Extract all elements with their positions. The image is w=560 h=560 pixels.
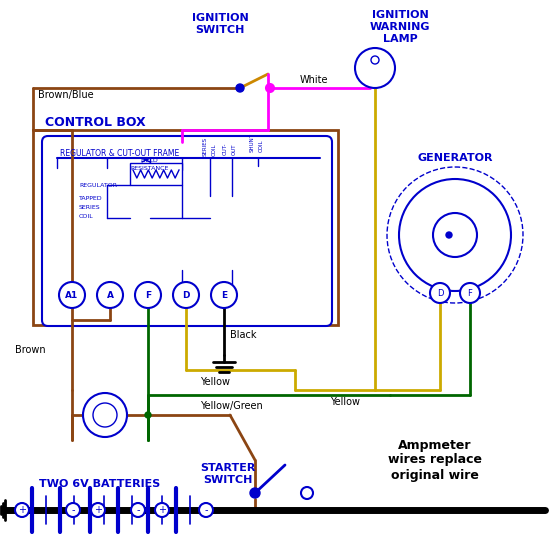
Text: FIELD: FIELD bbox=[140, 157, 158, 162]
Circle shape bbox=[145, 412, 151, 418]
Text: REGULATOR: REGULATOR bbox=[79, 183, 117, 188]
Text: wires replace: wires replace bbox=[388, 454, 482, 466]
Circle shape bbox=[399, 179, 511, 291]
Circle shape bbox=[83, 393, 127, 437]
Circle shape bbox=[155, 503, 169, 517]
Circle shape bbox=[131, 503, 145, 517]
Text: -: - bbox=[136, 505, 140, 515]
Circle shape bbox=[66, 503, 80, 517]
Circle shape bbox=[135, 282, 161, 308]
Text: COIL: COIL bbox=[259, 139, 264, 152]
Text: Brown: Brown bbox=[15, 345, 45, 355]
Text: RESISTANCE: RESISTANCE bbox=[130, 166, 169, 170]
Text: SWITCH: SWITCH bbox=[203, 475, 253, 485]
Bar bbox=[451, 231, 459, 239]
Circle shape bbox=[371, 56, 379, 64]
Circle shape bbox=[236, 84, 244, 92]
Circle shape bbox=[173, 282, 199, 308]
Circle shape bbox=[211, 282, 237, 308]
Circle shape bbox=[301, 487, 313, 499]
Text: SERIES: SERIES bbox=[203, 137, 208, 156]
Text: OUT: OUT bbox=[231, 143, 236, 155]
Circle shape bbox=[387, 167, 523, 303]
Circle shape bbox=[15, 503, 29, 517]
Text: SERIES: SERIES bbox=[79, 204, 101, 209]
Text: IGNITION: IGNITION bbox=[192, 13, 249, 23]
Text: CUT-: CUT- bbox=[222, 142, 227, 155]
Circle shape bbox=[460, 283, 480, 303]
Text: IGNITION: IGNITION bbox=[372, 10, 428, 20]
Text: A1: A1 bbox=[66, 291, 78, 300]
Text: REGULATOR & CUT-OUT FRAME: REGULATOR & CUT-OUT FRAME bbox=[60, 148, 179, 157]
Circle shape bbox=[59, 282, 85, 308]
Text: COIL: COIL bbox=[79, 213, 94, 218]
Circle shape bbox=[250, 488, 260, 498]
Text: A: A bbox=[106, 291, 114, 300]
Text: -: - bbox=[204, 505, 208, 515]
Text: E: E bbox=[221, 291, 227, 300]
Circle shape bbox=[199, 503, 213, 517]
Text: COIL: COIL bbox=[212, 143, 217, 156]
Text: Yellow: Yellow bbox=[330, 397, 360, 407]
Text: TAPPED: TAPPED bbox=[79, 195, 102, 200]
Text: Ampmeter: Ampmeter bbox=[398, 438, 472, 451]
Circle shape bbox=[93, 403, 117, 427]
Text: Black: Black bbox=[230, 330, 256, 340]
Bar bbox=[403, 223, 419, 247]
Text: F: F bbox=[468, 288, 473, 297]
Circle shape bbox=[267, 85, 273, 91]
Text: +: + bbox=[94, 505, 102, 515]
Circle shape bbox=[355, 48, 395, 88]
Text: D: D bbox=[437, 288, 444, 297]
Circle shape bbox=[433, 213, 477, 257]
Circle shape bbox=[446, 232, 452, 238]
Circle shape bbox=[97, 282, 123, 308]
Text: SHUNT: SHUNT bbox=[250, 133, 254, 152]
Text: GENERATOR: GENERATOR bbox=[417, 153, 493, 163]
Bar bbox=[130, 163, 182, 185]
Circle shape bbox=[266, 84, 274, 92]
Circle shape bbox=[430, 283, 450, 303]
Text: Brown/Blue: Brown/Blue bbox=[38, 90, 94, 100]
Bar bbox=[491, 223, 507, 247]
Text: LAMP: LAMP bbox=[382, 34, 417, 44]
Text: TWO 6V BATTERIES: TWO 6V BATTERIES bbox=[39, 479, 161, 489]
Text: White: White bbox=[300, 75, 329, 85]
Bar bbox=[33, 130, 338, 325]
Text: F: F bbox=[145, 291, 151, 300]
Text: WARNING: WARNING bbox=[370, 22, 430, 32]
Text: original wire: original wire bbox=[391, 469, 479, 482]
Text: +: + bbox=[158, 505, 166, 515]
Circle shape bbox=[91, 503, 105, 517]
Text: STARTER: STARTER bbox=[200, 463, 256, 473]
Text: -: - bbox=[71, 505, 74, 515]
Text: Yellow: Yellow bbox=[200, 377, 230, 387]
FancyBboxPatch shape bbox=[42, 136, 332, 326]
Text: D: D bbox=[182, 291, 190, 300]
Text: Yellow/Green: Yellow/Green bbox=[200, 401, 263, 411]
Bar bbox=[445, 231, 453, 239]
Text: CONTROL BOX: CONTROL BOX bbox=[45, 115, 145, 128]
Text: SWITCH: SWITCH bbox=[195, 25, 245, 35]
Text: +: + bbox=[18, 505, 26, 515]
